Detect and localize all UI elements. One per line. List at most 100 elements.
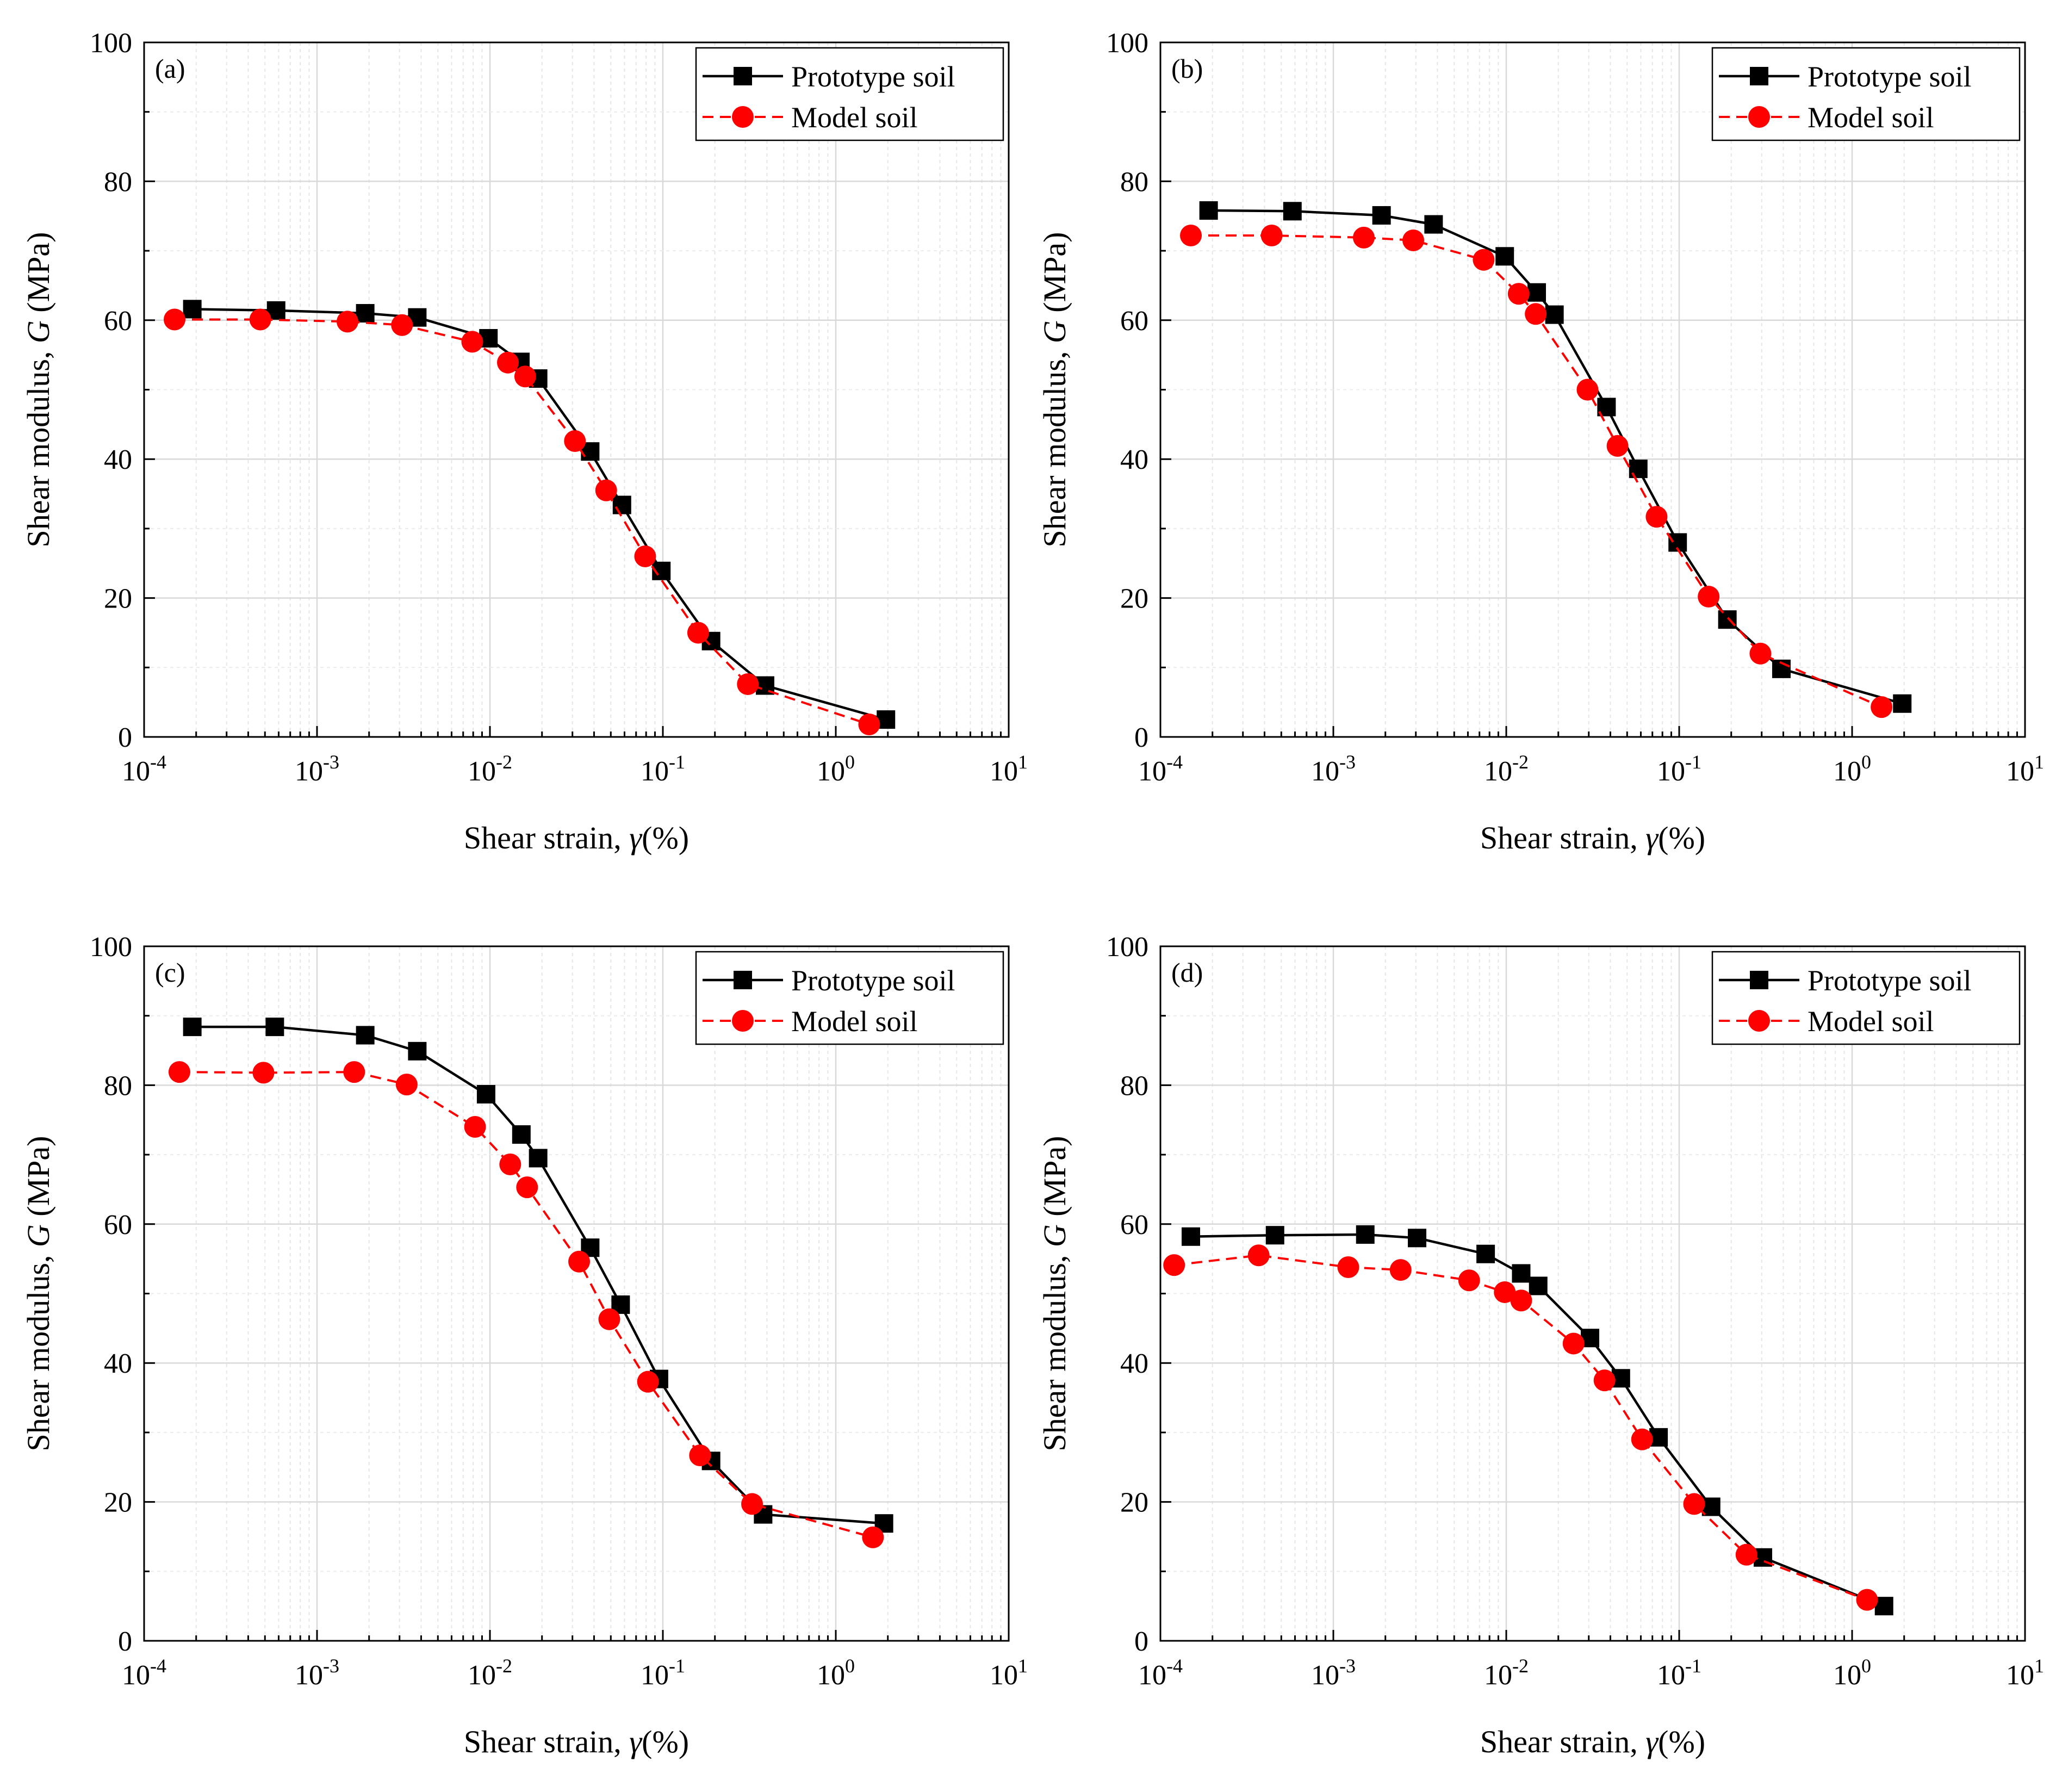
legend-label-model: Model soil — [1808, 101, 1934, 134]
x-tick-label: 101 — [990, 1655, 1028, 1691]
x-tick-label: 10-2 — [468, 751, 512, 787]
data-point-circle — [464, 1116, 486, 1138]
data-point-square — [265, 1018, 284, 1037]
y-tick-label: 40 — [104, 444, 132, 475]
legend-label-prototype: Prototype soil — [791, 60, 955, 93]
data-point-circle — [1163, 1254, 1185, 1276]
data-point-circle — [1562, 1332, 1585, 1355]
data-point-square — [1495, 247, 1514, 266]
y-tick-label: 80 — [104, 166, 132, 197]
data-point-circle — [741, 1493, 763, 1515]
series-model-soil — [168, 1061, 884, 1548]
data-point-square — [1718, 610, 1737, 629]
data-point-circle — [862, 1526, 884, 1548]
y-tick-label: 20 — [104, 1487, 132, 1518]
data-point-square — [512, 1125, 531, 1144]
x-axis-title: Shear strain, γ(%) — [464, 1724, 689, 1759]
data-point-circle — [391, 314, 413, 336]
x-tick-label: 10-3 — [1311, 751, 1356, 787]
data-point-circle — [163, 308, 185, 331]
y-tick-label: 60 — [104, 306, 132, 337]
y-axis-title: Shear modulus, G (MPa) — [1037, 232, 1072, 548]
data-point-circle — [1735, 1543, 1757, 1566]
x-axis: 10-4 10-3 10-2 10-1 100 101 — [1138, 726, 2044, 787]
data-point-square — [1283, 202, 1302, 221]
y-tick-label: 100 — [90, 28, 132, 59]
data-point-square — [1629, 460, 1648, 479]
x-tick-label: 10-3 — [295, 1655, 339, 1691]
data-point-circle — [564, 430, 586, 452]
data-point-circle — [1337, 1256, 1359, 1278]
data-point-square — [1512, 1264, 1531, 1283]
series-prototype-soil — [183, 1018, 893, 1533]
data-point-square — [1356, 1225, 1375, 1244]
data-point-circle — [598, 1308, 620, 1330]
y-tick-label: 100 — [90, 932, 132, 963]
legend: Prototype soil Model soil — [1711, 951, 2021, 1045]
legend: Prototype soil Model soil — [695, 951, 1004, 1045]
x-tick-label: 100 — [1833, 751, 1871, 787]
y-tick-label: 40 — [104, 1348, 132, 1379]
data-point-circle — [252, 1062, 275, 1084]
y-tick-label: 40 — [1120, 1348, 1148, 1379]
y-tick-label: 0 — [118, 1626, 132, 1657]
x-tick-label: 10-2 — [1484, 1655, 1529, 1691]
x-tick-label: 100 — [1833, 1655, 1871, 1691]
y-axis: 0 20 40 60 80 100 — [1106, 932, 1171, 1657]
chart-panel-a: 10-4 10-3 10-2 10-1 100 101 0 20 40 60 80 100 Shear … — [21, 28, 1028, 855]
data-point-square — [1199, 201, 1218, 220]
data-point-circle — [1510, 1289, 1532, 1312]
data-point-circle — [1683, 1493, 1705, 1515]
y-axis-title: Shear modulus, G (MPa) — [1037, 1136, 1072, 1452]
data-point-circle — [497, 351, 519, 374]
legend-label-prototype: Prototype soil — [1808, 964, 1972, 997]
x-tick-label: 100 — [817, 1655, 855, 1691]
series-prototype-soil — [1181, 1225, 1893, 1616]
y-tick-label: 60 — [104, 1210, 132, 1241]
data-point-square — [1527, 283, 1546, 302]
x-tick-label: 10-4 — [1138, 751, 1183, 787]
y-tick-label: 20 — [1120, 584, 1148, 615]
data-point-circle — [568, 1250, 591, 1273]
x-tick-label: 101 — [2006, 751, 2044, 787]
x-tick-label: 10-1 — [1657, 1655, 1701, 1691]
y-axis: 0 20 40 60 80 100 — [90, 932, 155, 1657]
data-point-square — [356, 304, 375, 323]
y-axis-title: Shear modulus, G (MPa) — [21, 232, 56, 548]
legend-label-prototype: Prototype soil — [791, 964, 955, 997]
y-tick-label: 100 — [1106, 28, 1148, 59]
x-tick-label: 10-2 — [468, 1655, 512, 1691]
data-point-circle — [1576, 379, 1599, 401]
y-tick-label: 80 — [104, 1070, 132, 1101]
data-point-circle — [1698, 586, 1720, 608]
data-point-circle — [336, 311, 358, 333]
x-tick-label: 10-1 — [1657, 751, 1701, 787]
data-point-square — [476, 1085, 495, 1104]
x-axis: 10-4 10-3 10-2 10-1 100 101 — [1138, 1630, 2044, 1691]
data-point-circle — [1179, 225, 1202, 247]
data-point-circle — [1389, 1259, 1412, 1281]
x-axis-title: Shear strain, γ(%) — [464, 820, 689, 855]
x-tick-label: 10-3 — [295, 751, 339, 787]
series-model-soil — [163, 308, 880, 736]
data-point-circle — [1494, 1281, 1516, 1303]
data-point-circle — [858, 714, 880, 736]
y-tick-label: 0 — [1134, 722, 1148, 753]
x-axis-title: Shear strain, γ(%) — [1480, 1724, 1705, 1759]
x-tick-label: 10-2 — [1484, 751, 1529, 787]
data-point-circle — [1247, 1244, 1270, 1267]
data-point-square — [1424, 215, 1443, 234]
data-point-square — [1893, 694, 1912, 713]
data-point-circle — [1525, 303, 1547, 325]
y-tick-label: 20 — [104, 584, 132, 615]
data-point-square — [1372, 206, 1391, 225]
y-tick-label: 20 — [1120, 1487, 1148, 1518]
x-tick-label: 10-4 — [1138, 1655, 1183, 1691]
data-point-square — [408, 1041, 427, 1061]
chart-panel-d: 10-4 10-3 10-2 10-1 100 101 0 20 40 60 80 100 Shear … — [1037, 932, 2044, 1759]
chart-panel-c: 10-4 10-3 10-2 10-1 100 101 0 20 40 60 80 100 Shear … — [21, 932, 1028, 1759]
data-point-square — [1476, 1244, 1495, 1263]
x-tick-label: 101 — [990, 751, 1028, 787]
data-point-circle — [1473, 249, 1495, 271]
